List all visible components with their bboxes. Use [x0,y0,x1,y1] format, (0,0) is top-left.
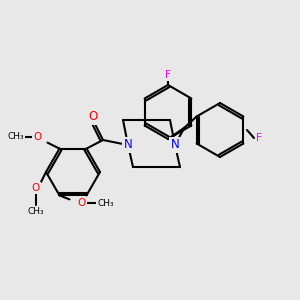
Text: O: O [77,198,86,208]
Text: N: N [124,139,132,152]
Text: N: N [171,139,179,152]
Text: O: O [32,183,40,193]
Text: CH₃: CH₃ [7,132,24,141]
Text: F: F [256,133,262,143]
Text: CH₃: CH₃ [97,199,114,208]
Text: CH₃: CH₃ [28,208,44,217]
Text: F: F [165,70,171,80]
Text: O: O [33,132,42,142]
Text: O: O [88,110,98,124]
